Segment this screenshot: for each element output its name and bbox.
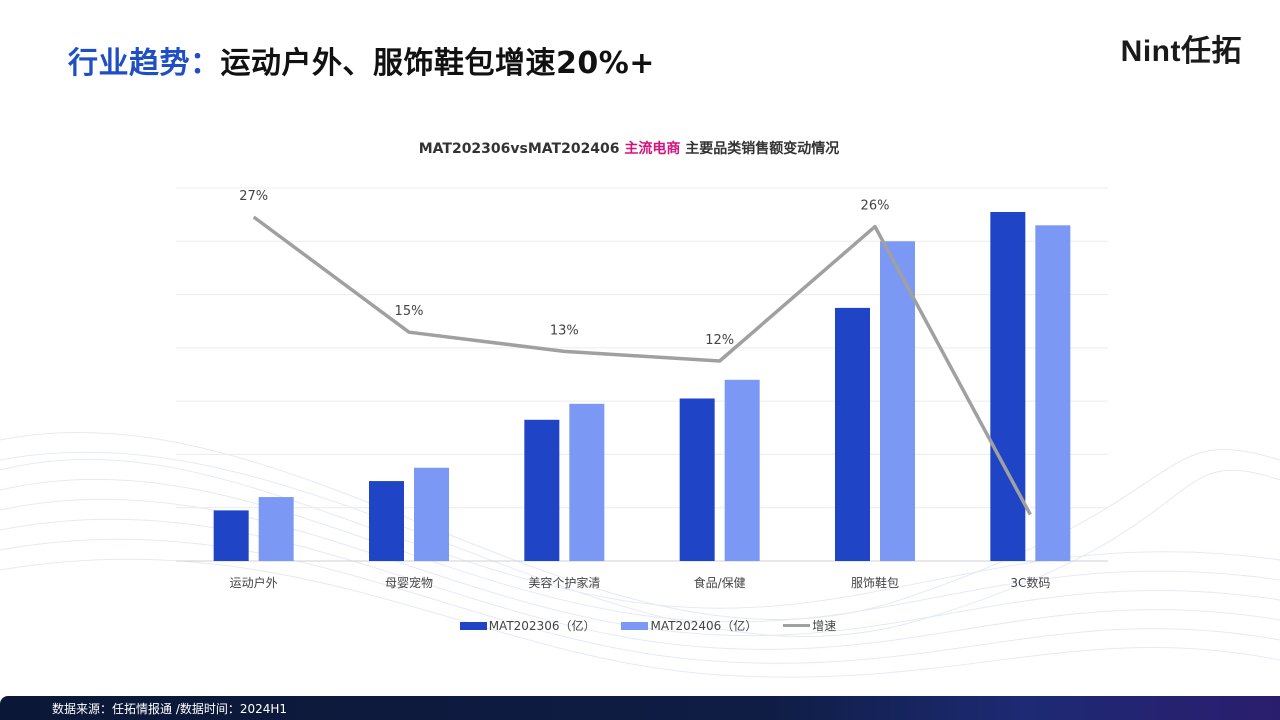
x-tick-label: 运动户外: [230, 575, 278, 590]
growth-label: 26%: [861, 199, 890, 214]
bar-2306: [369, 481, 404, 561]
legend-swatch-growth: [783, 624, 811, 627]
legend-label-2406: MAT202406（亿）: [650, 619, 758, 633]
legend-swatch-2406: [621, 621, 649, 630]
bar-2306: [835, 307, 870, 561]
growth-label: 12%: [705, 333, 734, 348]
bar-2406: [880, 241, 915, 562]
bar-2306: [524, 419, 560, 561]
growth-label: 27%: [239, 189, 268, 204]
chart-title-highlight: 主流电商: [624, 141, 681, 157]
page-title: 行业趋势：运动户外、服饰鞋包增速20%+: [68, 38, 655, 82]
x-tick-label: 服饰鞋包: [851, 575, 899, 590]
legend-label-growth: 增速: [812, 619, 837, 633]
footer-bar: 数据来源：任拓情报通 /数据时间：2024H1: [0, 696, 1280, 720]
bar-2406: [1035, 225, 1071, 562]
bar-2406: [258, 497, 294, 561]
bar-2406: [724, 379, 760, 561]
page-title-prefix: 行业趋势：: [68, 46, 221, 81]
chart-title: MAT202306vsMAT202406 主流电商 主要品类销售额变动情况: [0, 138, 1258, 158]
chart-title-suffix: 主要品类销售额变动情况: [680, 141, 840, 157]
brand-logo: Nint任拓: [1120, 35, 1242, 68]
growth-line: [252, 215, 1032, 516]
bar-2306: [679, 398, 715, 561]
legend-swatch-2306: [459, 621, 487, 630]
footer-source: 数据来源：任拓情报通 /数据时间：2024H1: [52, 702, 288, 716]
chart-title-prefix: MAT202306vsMAT202406: [418, 141, 625, 157]
bar-2406: [414, 467, 449, 561]
bar-2406: [569, 403, 605, 561]
x-tick-label: 美容个护家清: [528, 575, 600, 590]
growth-label: 13%: [550, 323, 579, 338]
legend-item-growth: 增速: [783, 617, 836, 634]
x-tick-label: 3C数码: [1010, 575, 1050, 590]
x-tick-label: 食品/保健: [694, 575, 746, 590]
page-title-main: 运动户外、服饰鞋包增速20%+: [220, 46, 655, 81]
bar-2306: [990, 211, 1026, 561]
legend-label-2306: MAT202306（亿）: [488, 619, 596, 633]
legend-item-2406: MAT202406（亿）: [621, 617, 757, 634]
bar-2306: [213, 510, 249, 561]
x-tick-label: 母婴宠物: [385, 575, 433, 590]
growth-label: 15%: [395, 304, 424, 319]
legend-item-2306: MAT202306（亿）: [459, 617, 596, 634]
chart-legend: MAT202306（亿） MAT202406（亿） 增速: [0, 617, 1280, 634]
